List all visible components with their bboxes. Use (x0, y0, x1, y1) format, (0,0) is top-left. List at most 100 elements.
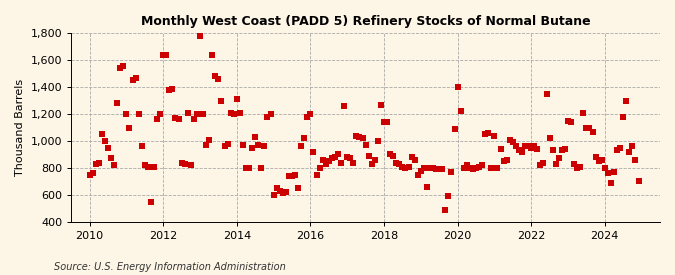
Point (182, 111, 193, 115)
Point (483, 131, 493, 135)
Point (367, 162, 377, 166)
Point (210, 74, 221, 79)
Point (560, 147, 570, 151)
Point (360, 143, 371, 147)
Point (618, 115, 628, 119)
Point (281, 190, 292, 194)
Point (99, 139, 110, 143)
Point (158, 53, 169, 57)
Point (265, 112, 276, 116)
Point (385, 152, 396, 157)
Point (470, 166, 481, 170)
Point (234, 111, 245, 115)
Point (130, 76, 141, 80)
Point (397, 164, 408, 169)
Point (188, 117, 199, 122)
Point (299, 136, 310, 141)
Point (455, 109, 466, 114)
Point (142, 164, 153, 169)
Point (449, 127, 460, 131)
Point (489, 133, 500, 138)
Point (284, 174, 294, 178)
Point (204, 138, 215, 142)
Point (103, 145, 113, 150)
Point (244, 166, 254, 170)
Point (232, 97, 242, 101)
Point (339, 104, 350, 108)
Point (106, 156, 117, 161)
Point (440, 207, 451, 212)
Point (327, 156, 338, 161)
Point (415, 168, 426, 173)
Point (369, 158, 380, 162)
Point (464, 166, 475, 170)
Point (240, 166, 251, 170)
Point (581, 125, 592, 130)
Point (342, 155, 352, 159)
Point (609, 170, 620, 174)
Point (462, 163, 472, 167)
Point (612, 148, 622, 153)
Point (514, 148, 524, 153)
Point (391, 160, 402, 165)
Point (345, 156, 356, 161)
Point (492, 166, 503, 170)
Point (379, 120, 389, 124)
Point (522, 144, 533, 148)
Point (406, 155, 417, 159)
Point (124, 125, 135, 130)
Point (529, 144, 540, 148)
Point (348, 160, 358, 165)
Point (587, 129, 598, 134)
Point (504, 138, 515, 142)
Point (287, 174, 298, 178)
Point (314, 166, 325, 170)
Point (621, 98, 632, 103)
Point (256, 166, 267, 170)
Point (627, 144, 638, 148)
Point (403, 164, 414, 169)
Point (554, 156, 564, 161)
Point (250, 135, 261, 139)
Point (418, 166, 429, 170)
Point (115, 66, 126, 70)
Point (474, 164, 485, 169)
Point (87, 171, 98, 175)
Point (428, 166, 439, 170)
Point (584, 125, 595, 130)
Point (452, 85, 463, 89)
Point (431, 167, 441, 171)
Point (133, 112, 144, 116)
Point (363, 153, 374, 158)
Point (480, 132, 491, 136)
Point (317, 158, 328, 162)
Point (526, 145, 537, 150)
Point (90, 162, 101, 166)
Point (161, 53, 171, 57)
Point (112, 101, 123, 106)
Point (84, 172, 95, 177)
Point (562, 119, 573, 123)
Point (535, 163, 546, 167)
Point (394, 162, 405, 166)
Point (155, 112, 165, 116)
Point (590, 155, 601, 159)
Point (458, 166, 469, 170)
Point (547, 148, 558, 153)
Point (388, 153, 399, 158)
Point (274, 189, 285, 193)
Point (253, 143, 264, 147)
Point (477, 163, 487, 167)
Point (354, 135, 365, 139)
Point (140, 163, 151, 167)
Point (351, 133, 362, 138)
Point (544, 136, 555, 141)
Point (333, 152, 344, 157)
Point (290, 172, 300, 177)
Point (599, 166, 610, 170)
Point (311, 172, 322, 177)
Point (603, 171, 614, 175)
Point (566, 120, 576, 124)
Point (308, 150, 319, 154)
Point (323, 159, 334, 163)
